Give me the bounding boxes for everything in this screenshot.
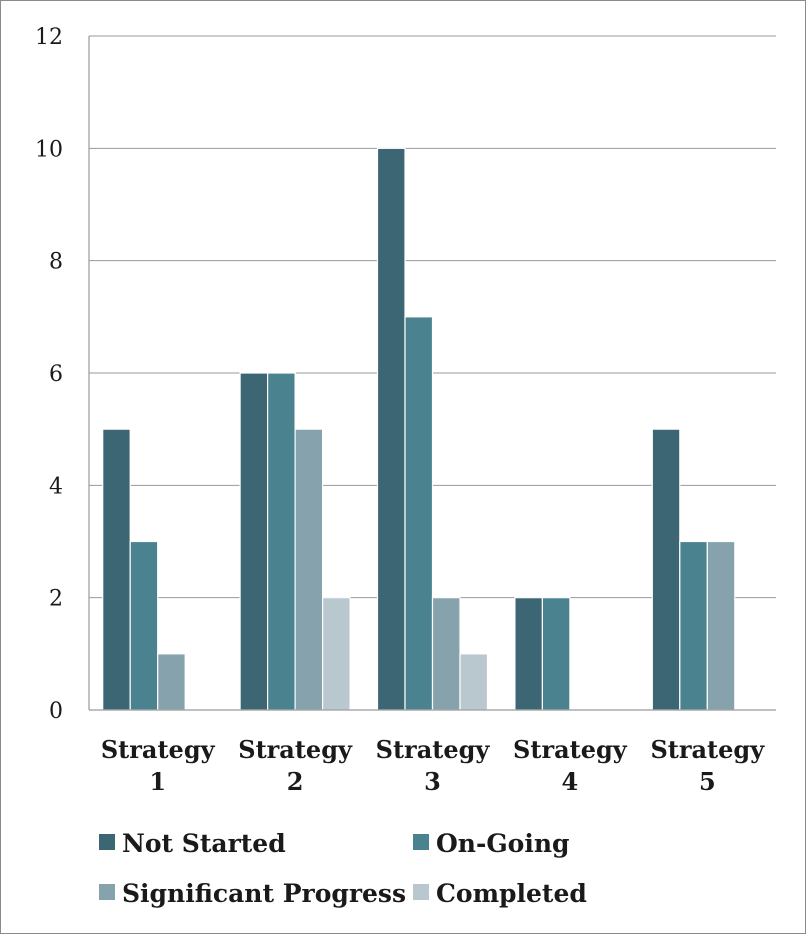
- x-axis: [88, 36, 776, 711]
- bar-significant-progress-2: [294, 428, 324, 711]
- y-tick-label-2: 2: [49, 587, 63, 612]
- category-label-2-line-2: 2: [287, 767, 304, 796]
- bar-on-going-1: [129, 540, 159, 711]
- bar-significant-progress-5: [706, 540, 736, 711]
- legend-label-not-started: Not Started: [122, 829, 286, 858]
- bar-significant-progress-3: [431, 597, 461, 711]
- bar-completed-2: [322, 597, 351, 711]
- legend-swatch-not-started: [99, 834, 115, 850]
- bar-not-started-1: [102, 428, 131, 711]
- category-label-5-line-2: 5: [699, 767, 716, 796]
- bar-on-going-3: [404, 316, 434, 711]
- legend-swatch-completed: [413, 884, 429, 900]
- bar-not-started-3: [376, 147, 406, 711]
- legend-swatch-significant-progress: [99, 884, 115, 900]
- category-label-4-line-1: Strategy: [513, 735, 628, 764]
- bar-on-going-4: [541, 597, 571, 711]
- y-tick-label-12: 12: [35, 25, 63, 50]
- category-label-1-line-1: Strategy: [101, 735, 216, 764]
- bar-on-going-2: [267, 372, 296, 711]
- legend-label-significant-progress: Significant Progress: [122, 879, 406, 908]
- category-label-1-line-2: 1: [149, 767, 166, 796]
- category-label-3-line-1: Strategy: [376, 735, 491, 764]
- bar-on-going-5: [679, 540, 708, 711]
- y-axis-tick-labels: 0 2 4 6 8 10 12: [35, 25, 63, 724]
- y-tick-label-6: 6: [49, 362, 63, 387]
- bar-significant-progress-1: [157, 653, 186, 711]
- legend-swatch-on-going: [413, 834, 429, 850]
- y-tick-label-8: 8: [49, 250, 63, 275]
- category-label-4-line-2: 4: [562, 767, 579, 796]
- y-tick-label-10: 10: [35, 137, 63, 162]
- category-label-3-line-2: 3: [424, 767, 441, 796]
- category-labels: Strategy 1 Strategy 2 Strategy 3 Strategy 4 Stra…: [101, 735, 765, 796]
- category-label-2-line-1: Strategy: [238, 735, 353, 764]
- bars: [102, 147, 736, 711]
- bar-completed-3: [459, 653, 489, 711]
- legend-label-completed: Completed: [436, 879, 587, 908]
- legend: Not Started On-Going Significant Progress C…: [99, 829, 587, 908]
- bar-not-started-2: [239, 372, 269, 711]
- y-tick-label-0: 0: [49, 699, 63, 724]
- bar-not-started-5: [651, 428, 681, 711]
- category-label-5-line-1: Strategy: [650, 735, 765, 764]
- bar-not-started-4: [514, 597, 544, 711]
- legend-label-on-going: On-Going: [436, 829, 570, 858]
- y-tick-label-4: 4: [49, 474, 63, 499]
